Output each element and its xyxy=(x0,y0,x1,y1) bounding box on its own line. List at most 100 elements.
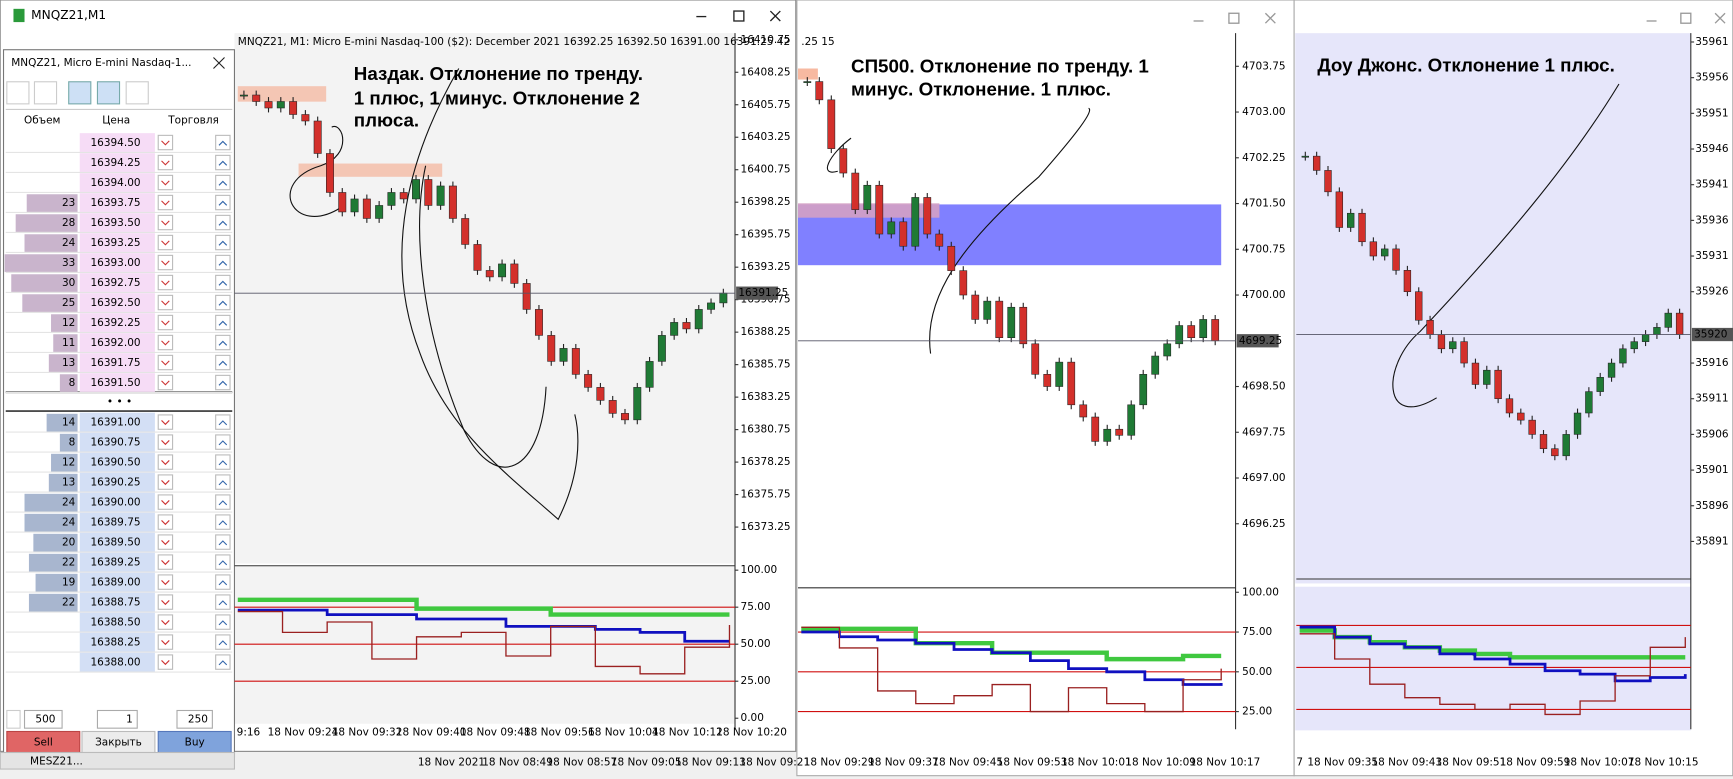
order-button[interactable] xyxy=(215,314,231,331)
indicator-tick-label: 0.00 xyxy=(741,712,764,724)
order-button[interactable] xyxy=(215,594,231,610)
chevron xyxy=(161,420,170,426)
taskbar-item[interactable] xyxy=(0,751,236,770)
order-button[interactable] xyxy=(215,174,231,191)
window-title: MNQZ21,M1 xyxy=(31,8,106,22)
order-button[interactable] xyxy=(215,214,231,231)
order-button[interactable] xyxy=(157,514,174,530)
order-button[interactable] xyxy=(215,154,231,171)
order-button[interactable] xyxy=(215,514,231,530)
candle xyxy=(338,192,347,213)
price-cell xyxy=(79,572,155,592)
candle xyxy=(875,184,884,235)
order-button[interactable] xyxy=(215,334,231,351)
order-button[interactable] xyxy=(215,494,231,510)
order-button[interactable] xyxy=(215,234,231,251)
order-button[interactable] xyxy=(157,154,174,171)
order-button[interactable] xyxy=(215,354,231,371)
price: 16390.75 xyxy=(91,437,141,449)
candle xyxy=(1641,334,1650,342)
order-button[interactable] xyxy=(215,574,231,590)
tool-button[interactable] xyxy=(6,81,30,105)
order-button[interactable] xyxy=(215,414,231,430)
window-controls[interactable] xyxy=(696,10,781,22)
tool-button[interactable] xyxy=(96,81,121,105)
order-button[interactable] xyxy=(215,254,231,271)
order-button[interactable] xyxy=(215,474,231,490)
order-button[interactable] xyxy=(157,574,174,590)
order-button[interactable] xyxy=(157,374,174,391)
order-button[interactable] xyxy=(157,534,174,550)
input[interactable] xyxy=(96,709,138,729)
order-button[interactable] xyxy=(215,374,231,391)
window-controls[interactable] xyxy=(1193,12,1726,24)
order-button[interactable] xyxy=(157,314,174,331)
order-button[interactable] xyxy=(157,654,174,670)
order-button[interactable] xyxy=(215,134,231,151)
order-button[interactable] xyxy=(157,174,174,191)
price-cell xyxy=(79,273,155,292)
price-tick-label: 35931 xyxy=(1695,250,1728,262)
price-tick-label: 35961 xyxy=(1695,36,1728,48)
order-button[interactable] xyxy=(215,274,231,291)
price: 16393.25 xyxy=(91,237,141,249)
order-button[interactable] xyxy=(157,194,174,211)
time-label: 18 Nov 09:56 xyxy=(524,727,595,739)
candle xyxy=(584,374,593,388)
input[interactable] xyxy=(176,709,213,729)
time-label: 18 Nov 08:49 xyxy=(482,756,553,768)
order-button[interactable] xyxy=(157,274,174,291)
candle xyxy=(1199,319,1208,338)
candle xyxy=(1324,170,1332,193)
order-button[interactable] xyxy=(215,294,231,311)
order-button[interactable] xyxy=(157,234,174,251)
order-button[interactable] xyxy=(215,534,231,550)
order-button[interactable] xyxy=(157,494,174,510)
chevron xyxy=(161,560,170,566)
price-tick-label: 16388.25 xyxy=(741,326,791,338)
time-label: 18 Nov 09:51 xyxy=(1436,756,1507,768)
candle xyxy=(983,300,992,320)
candle xyxy=(1103,428,1112,442)
order-button[interactable] xyxy=(157,614,174,630)
order-button[interactable] xyxy=(157,134,174,151)
candle xyxy=(436,185,445,206)
order-button[interactable] xyxy=(215,634,231,650)
order-button[interactable] xyxy=(157,474,174,490)
order-button[interactable] xyxy=(215,434,231,450)
time-label: 18 Nov 10:09 xyxy=(1125,756,1196,768)
order-button[interactable] xyxy=(157,294,174,311)
order-button[interactable] xyxy=(157,214,174,231)
indicator-tick-label: 100.00 xyxy=(1242,586,1279,598)
chevron xyxy=(218,180,228,186)
order-button[interactable] xyxy=(157,554,174,570)
price-tick-label: 16400.75 xyxy=(741,164,791,176)
order-button[interactable] xyxy=(157,254,174,271)
time-label: 18 Nov 09:24 xyxy=(268,727,339,739)
order-button[interactable] xyxy=(215,194,231,211)
order-button[interactable] xyxy=(157,634,174,650)
tool-button[interactable] xyxy=(68,81,92,105)
order-button[interactable] xyxy=(157,454,174,470)
price-tick-label: 16393.25 xyxy=(741,261,791,273)
order-button[interactable] xyxy=(157,334,174,351)
input[interactable] xyxy=(23,709,63,729)
tool-button[interactable] xyxy=(33,81,58,105)
order-button[interactable] xyxy=(215,454,231,470)
close-button[interactable] xyxy=(213,57,225,69)
order-button[interactable] xyxy=(157,354,174,371)
chevron xyxy=(218,260,228,266)
order-button[interactable] xyxy=(157,434,174,450)
order-button[interactable] xyxy=(215,654,231,670)
price: 16391.50 xyxy=(91,377,141,389)
tool-button[interactable] xyxy=(125,81,149,105)
candle xyxy=(547,335,556,362)
candle xyxy=(645,361,654,388)
order-button[interactable] xyxy=(215,614,231,630)
order-button[interactable] xyxy=(215,554,231,570)
order-button[interactable] xyxy=(157,594,174,610)
candle xyxy=(264,101,273,109)
spin-button[interactable] xyxy=(6,709,21,729)
order-button[interactable] xyxy=(157,414,174,430)
candle xyxy=(387,192,396,206)
